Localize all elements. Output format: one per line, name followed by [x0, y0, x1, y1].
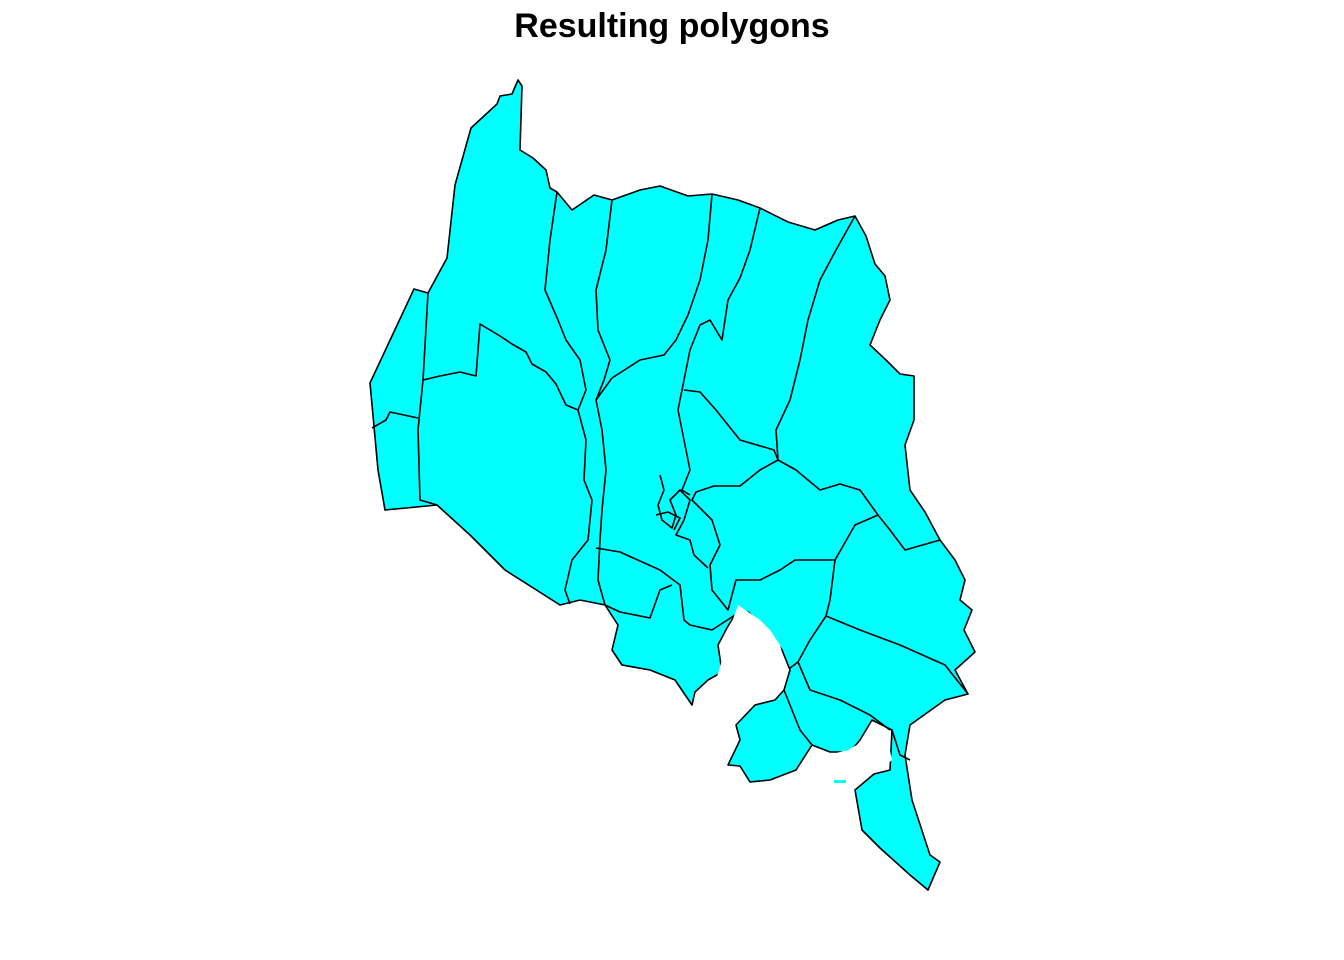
boundary-south-inner [789, 615, 827, 669]
boundary-central-cluster [657, 474, 709, 569]
interior-boundaries [371, 191, 969, 761]
boundary-central-cluster-2 [655, 511, 681, 531]
boundary-nw-central [422, 323, 593, 605]
boundary-far-south [891, 729, 911, 761]
boundary-north-center-east [595, 193, 713, 401]
boundary-southwest [595, 547, 736, 631]
gaps-layer [716, 605, 892, 783]
boundary-east-strip [775, 215, 856, 461]
water-gap-south [828, 730, 892, 775]
water-gap-center [716, 605, 785, 718]
boundary-west-notch [371, 411, 419, 429]
plot-title: Resulting polygons [514, 7, 830, 45]
boundary-central-south [691, 459, 879, 611]
boundary-east-central [683, 389, 941, 551]
boundary-west-strip [417, 292, 438, 506]
boundary-north-east-strip [677, 207, 761, 496]
small-island [834, 780, 846, 783]
boundary-southwest-lower [604, 584, 673, 619]
boundary-south-lower [797, 661, 891, 731]
boundary-north-center-west [544, 191, 587, 411]
polygons-layer [369, 79, 976, 891]
boundary-south-island [783, 689, 813, 746]
boundary-southeast [825, 559, 969, 695]
outer-boundary-polygon [369, 79, 976, 891]
